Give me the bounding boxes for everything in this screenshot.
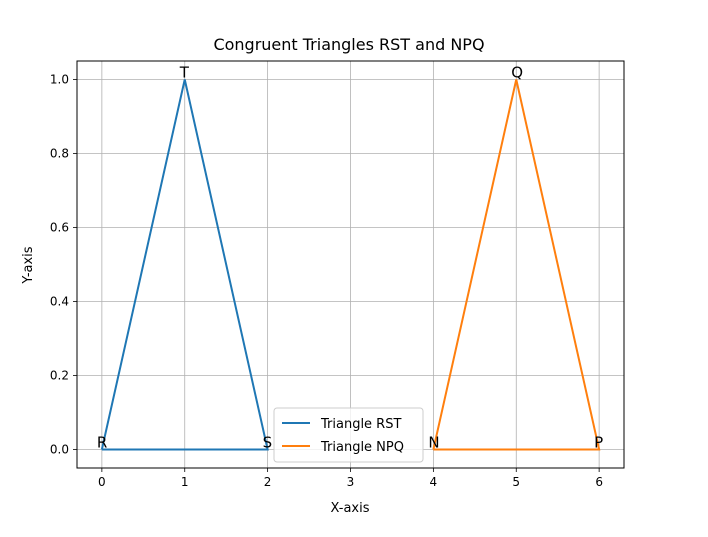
x-axis-label: X-axis [331, 501, 370, 516]
x-tick-label: 0 [98, 475, 106, 489]
x-tick-label: 5 [512, 475, 520, 489]
x-tick-label: 1 [181, 475, 189, 489]
vertex-label-q: Q [511, 64, 523, 82]
x-tick-label: 2 [264, 475, 272, 489]
y-tick-label: 0.6 [50, 221, 69, 235]
vertex-label-r: R [97, 434, 107, 452]
y-tick-label: 0.4 [50, 295, 69, 309]
y-axis-label: Y-axis [21, 246, 36, 284]
legend-box [273, 407, 424, 463]
x-tick-label: 4 [430, 475, 438, 489]
y-tick-label: 0.8 [50, 147, 69, 161]
vertex-label-t: T [179, 64, 190, 82]
legend-label-2: Triangle NPQ [320, 440, 404, 455]
legend: Triangle RST Triangle NPQ [273, 407, 424, 463]
vertex-label-s: S [263, 434, 273, 452]
legend-label-1: Triangle RST [320, 417, 401, 432]
series-group [100, 79, 601, 451]
series-line-2 [432, 79, 601, 451]
y-tick-label: 0.0 [50, 443, 69, 457]
series-line-1 [100, 79, 269, 451]
y-tick-label: 1.0 [50, 73, 69, 87]
chart-title: Congruent Triangles RST and NPQ [213, 35, 484, 54]
ticks: 0 1 2 3 4 5 6 0.0 0.2 0.4 0.6 0.8 1.0 [50, 73, 603, 490]
y-tick-label: 0.2 [50, 369, 69, 383]
x-tick-label: 6 [595, 475, 603, 489]
x-tick-label: 3 [347, 475, 355, 489]
vertex-label-n: N [428, 434, 439, 452]
vertex-label-p: P [594, 434, 603, 452]
vertex-labels: R S T N P Q [97, 64, 603, 452]
